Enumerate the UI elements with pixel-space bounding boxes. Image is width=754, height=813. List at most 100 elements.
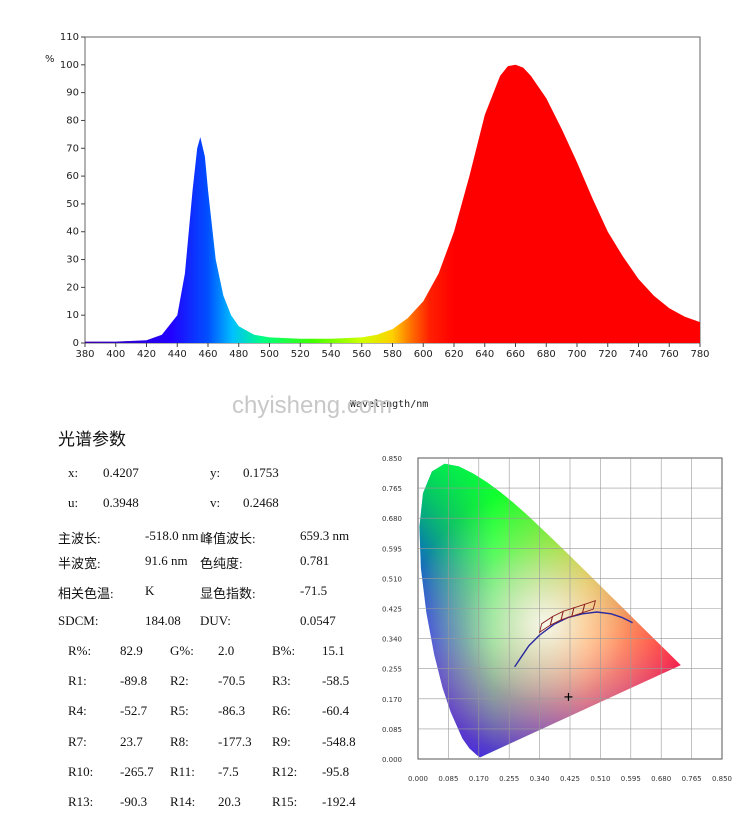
cie-x-tick-label: 0.425 xyxy=(560,775,580,783)
x-tick-label: 640 xyxy=(475,349,494,360)
param-value: 0.3948 xyxy=(103,495,139,510)
color-index-value: 20.3 xyxy=(218,794,241,809)
param-label: x: xyxy=(68,465,79,480)
cie-y-tick-label: 0.765 xyxy=(382,485,402,493)
watermark: chyisheng.com xyxy=(232,392,393,419)
color-index-value: 15.1 xyxy=(322,643,345,658)
x-tick-label: 680 xyxy=(537,349,556,360)
color-index-label: R5: xyxy=(170,703,189,718)
cie-y-tick-label: 0.595 xyxy=(382,545,402,553)
color-index-label: R3: xyxy=(272,673,291,688)
color-index-label: R7: xyxy=(68,734,87,749)
color-index-label: R8: xyxy=(170,734,189,749)
spectrum-area xyxy=(85,64,700,344)
x-tick-label: 400 xyxy=(106,349,125,360)
cie-y-tick-label: 0.680 xyxy=(382,515,402,523)
cie-y-ticks: 0.000 0.085 0.170 0.255 0.340 0.425 0.510 0.595… xyxy=(382,455,402,764)
param-label: SDCM: xyxy=(58,613,99,628)
spectrum-chart: 380 400 420 440 460 480 500 520 540 560 580 600 620 6… xyxy=(45,32,710,410)
x-tick-label: 440 xyxy=(168,349,187,360)
color-index-label: R6: xyxy=(272,703,291,718)
y-axis-unit: % xyxy=(45,54,55,65)
param-label: y: xyxy=(210,465,221,480)
y-tick-label: 0 xyxy=(73,338,79,349)
x-tick-label: 660 xyxy=(506,349,525,360)
color-index-label: R9: xyxy=(272,734,291,749)
param-value: -518.0 nm xyxy=(145,528,199,543)
cie-x-tick-label: 0.510 xyxy=(590,775,610,783)
color-index-value: -86.3 xyxy=(218,703,246,718)
color-index-value: -177.3 xyxy=(218,734,252,749)
x-axis-label: Wavelength/nm xyxy=(350,399,428,410)
param-value: 0.0547 xyxy=(300,613,336,628)
cie-x-ticks: 0.000 0.085 0.170 0.255 0.340 0.425 0.510 0.595… xyxy=(408,775,732,783)
param-value: 659.3 nm xyxy=(300,528,350,543)
y-tick-label: 10 xyxy=(66,310,79,321)
color-index-label: R13: xyxy=(68,794,94,809)
color-index-value: -7.5 xyxy=(218,764,239,779)
cie-y-tick-label: 0.000 xyxy=(382,756,402,764)
cie-y-tick-label: 0.850 xyxy=(382,455,402,463)
y-tick-label: 20 xyxy=(66,282,79,293)
param-value: 0.781 xyxy=(300,553,330,568)
color-index-label: R14: xyxy=(170,794,196,809)
y-tick-label: 50 xyxy=(66,199,79,210)
param-label: 相关色温: xyxy=(58,586,114,601)
param-value: K xyxy=(145,583,155,598)
color-index-label: R1: xyxy=(68,673,87,688)
x-tick-label: 500 xyxy=(260,349,279,360)
color-index-value: 23.7 xyxy=(120,734,143,749)
cie-x-tick-label: 0.765 xyxy=(682,775,702,783)
y-axis-ticks: 0 10 20 30 40 50 60 70 80 90 100 110 xyxy=(60,32,85,349)
y-tick-label: 100 xyxy=(60,60,79,71)
color-index-label: R%: xyxy=(68,643,92,658)
x-tick-label: 420 xyxy=(137,349,156,360)
y-tick-label: 60 xyxy=(66,171,79,182)
x-tick-label: 480 xyxy=(229,349,248,360)
x-tick-label: 520 xyxy=(291,349,310,360)
x-tick-label: 720 xyxy=(598,349,617,360)
color-index-value: -70.5 xyxy=(218,673,246,688)
param-label: 色纯度: xyxy=(200,556,243,571)
cie-y-tick-label: 0.340 xyxy=(382,636,402,644)
cie-y-tick-label: 0.425 xyxy=(382,606,402,614)
cie-y-tick-label: 0.510 xyxy=(382,575,402,583)
color-index-label: R2: xyxy=(170,673,189,688)
x-tick-label: 780 xyxy=(690,349,709,360)
param-value: 91.6 nm xyxy=(145,553,188,568)
y-tick-label: 70 xyxy=(66,143,79,154)
x-tick-label: 760 xyxy=(660,349,679,360)
color-index-value: -95.8 xyxy=(322,764,350,779)
param-value: 0.4207 xyxy=(103,465,139,480)
y-tick-label: 40 xyxy=(66,227,79,238)
cie-x-tick-label: 0.595 xyxy=(621,775,641,783)
x-tick-label: 620 xyxy=(444,349,463,360)
cie-x-tick-label: 0.680 xyxy=(651,775,671,783)
color-index-value: -52.7 xyxy=(120,703,148,718)
color-index-value: -265.7 xyxy=(120,764,154,779)
x-tick-label: 700 xyxy=(567,349,586,360)
param-label: v: xyxy=(210,495,221,510)
cct-quad xyxy=(581,600,597,614)
cie-x-tick-label: 0.255 xyxy=(499,775,519,783)
param-label: DUV: xyxy=(200,613,231,628)
cie-x-tick-label: 0.850 xyxy=(712,775,732,783)
color-index-value: -60.4 xyxy=(322,703,350,718)
param-value: 184.08 xyxy=(145,613,181,628)
cie-x-tick-label: 0.340 xyxy=(530,775,550,783)
color-index-value: -90.3 xyxy=(120,794,148,809)
x-tick-label: 460 xyxy=(198,349,217,360)
param-label: 半波宽: xyxy=(58,556,101,571)
cie-x-tick-label: 0.170 xyxy=(469,775,489,783)
param-label: 主波长: xyxy=(58,531,101,546)
param-label: 峰值波长: xyxy=(200,531,256,546)
cct-tolerance-region xyxy=(538,600,597,634)
color-index-value: -58.5 xyxy=(322,673,350,688)
x-tick-label: 740 xyxy=(629,349,648,360)
cie-y-tick-label: 0.170 xyxy=(382,696,402,704)
x-tick-label: 560 xyxy=(352,349,371,360)
color-index-label: R12: xyxy=(272,764,298,779)
y-tick-label: 110 xyxy=(60,32,79,43)
color-index-value: -89.8 xyxy=(120,673,148,688)
y-tick-label: 80 xyxy=(66,115,79,126)
